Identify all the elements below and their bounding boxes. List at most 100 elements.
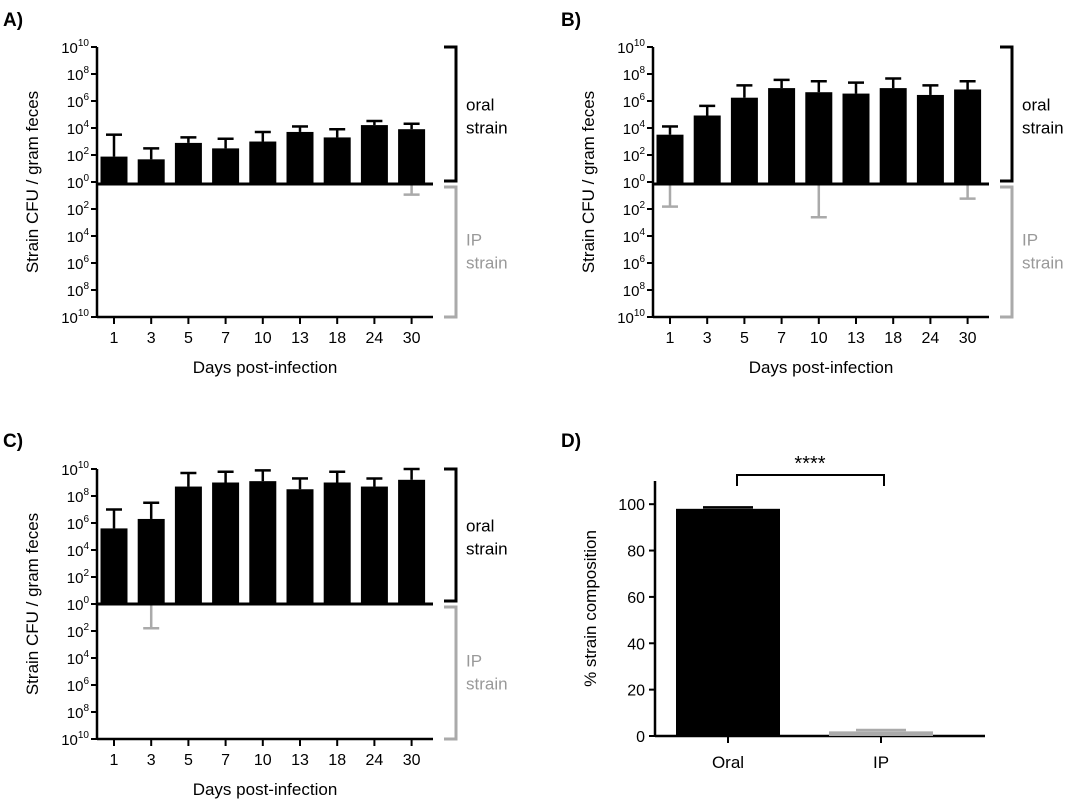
x-tick-label: 1: [110, 752, 119, 769]
bar-oral: [286, 131, 314, 184]
y-tick-label: 20: [627, 683, 645, 700]
y-tick-label: 102: [67, 200, 90, 219]
x-tick-label: 30: [959, 330, 977, 347]
y-tick-label: 104: [623, 227, 646, 246]
x-axis-label: Days post-infection: [193, 358, 338, 377]
x-tick-label: 3: [147, 330, 156, 347]
y-tick-label: 106: [67, 676, 90, 695]
y-tick-label: 102: [623, 146, 646, 165]
oral-bracket: [1000, 45, 1014, 183]
oral-bracket: [444, 467, 458, 603]
y-tick-label: 106: [67, 92, 90, 111]
y-tick-label: 102: [623, 200, 646, 219]
panel-label: B): [561, 10, 581, 31]
x-tick-label: 1: [666, 330, 675, 347]
x-tick-label: 3: [147, 752, 156, 769]
chart-panel-0: A) 1010 108 106 104 102 100 102 104 106 108 1010 Str…: [3, 10, 508, 377]
ip-label: strain: [466, 675, 508, 694]
ip-bracket: [444, 605, 458, 741]
y-tick-label: 80: [627, 544, 645, 561]
bar-oral: [212, 148, 240, 184]
y-tick-label: 1010: [61, 460, 89, 479]
bar-oral: [693, 115, 721, 184]
bar-oral: [174, 486, 202, 604]
bar-oral: [398, 129, 426, 184]
oral-label: strain: [1022, 119, 1064, 138]
bar-oral: [174, 142, 202, 184]
bar-oral: [100, 156, 128, 184]
y-tick-label: 100: [67, 173, 90, 192]
bar-oral: [249, 481, 277, 604]
y-tick-label: 104: [67, 649, 90, 668]
bar-oral: [360, 486, 388, 604]
y-tick-label: 40: [627, 636, 645, 653]
bar-oral: [323, 482, 351, 604]
bar-oral: [100, 528, 128, 604]
y-tick-label: 104: [623, 119, 646, 138]
oral-label: oral: [466, 96, 494, 115]
ip-label: IP: [466, 231, 482, 250]
x-axis-label: Days post-infection: [749, 358, 894, 377]
panel-label: D): [561, 431, 581, 452]
y-tick-label: 1010: [617, 308, 645, 327]
chart-panel-2: C) 1010 108 106 104 102 100 102 104 106 108 1010 Str…: [3, 431, 508, 799]
y-tick-label: 104: [67, 227, 90, 246]
x-tick-label: 7: [777, 330, 786, 347]
x-tick-label: 7: [221, 752, 230, 769]
y-tick-label: 0: [636, 729, 645, 746]
x-tick-label: Oral: [712, 753, 744, 772]
y-axis-label: % strain composition: [581, 530, 600, 687]
x-tick-label: 13: [291, 330, 309, 347]
y-tick-label: 108: [623, 65, 646, 84]
ip-bracket: [1000, 185, 1014, 319]
x-tick-label: 5: [184, 752, 193, 769]
y-tick-label: 106: [623, 254, 646, 273]
y-tick-label: 100: [623, 173, 646, 192]
panel-label: C): [3, 431, 23, 452]
significance-label: ****: [794, 453, 825, 475]
bar-oral: [916, 94, 944, 184]
x-tick-label: 13: [847, 330, 865, 347]
y-tick-label: 1010: [61, 730, 89, 749]
y-tick-label: 102: [67, 146, 90, 165]
x-tick-label: 24: [922, 330, 940, 347]
bar-oral: [676, 508, 780, 736]
y-tick-label: 100: [618, 497, 645, 514]
y-axis-label: Strain CFU / gram feces: [579, 91, 598, 273]
x-tick-label: 18: [884, 330, 902, 347]
oral-label: oral: [1022, 96, 1050, 115]
bar-oral: [212, 482, 240, 604]
x-tick-label: 7: [221, 330, 230, 347]
oral-bracket: [444, 45, 458, 183]
bar-oral: [360, 125, 388, 184]
y-tick-label: 108: [67, 65, 90, 84]
y-tick-label: 108: [67, 703, 90, 722]
oral-label: strain: [466, 540, 508, 559]
x-tick-label: 10: [254, 752, 272, 769]
y-axis-label: Strain CFU / gram feces: [23, 91, 42, 273]
bar-oral: [842, 93, 870, 184]
ip-label: IP: [466, 652, 482, 671]
x-tick-label: 3: [703, 330, 712, 347]
bar-oral: [249, 141, 277, 184]
significance-bracket: [736, 474, 885, 486]
bar-oral: [768, 88, 796, 184]
x-axis-label: Days post-infection: [193, 780, 338, 799]
x-tick-label: 30: [403, 752, 421, 769]
ip-bracket: [444, 185, 458, 319]
x-tick-label: 24: [366, 752, 384, 769]
chart-panel-1: B) 1010 108 106 104 102 100 102 104 106 108 1010 Str…: [561, 10, 1064, 377]
ip-label: strain: [466, 254, 508, 273]
y-tick-label: 102: [67, 622, 90, 641]
y-tick-label: 108: [623, 281, 646, 300]
bar-oral: [730, 97, 758, 184]
bar-ip: [829, 731, 933, 736]
bar-oral: [286, 489, 314, 604]
oral-label: strain: [466, 119, 508, 138]
y-tick-label: 108: [67, 281, 90, 300]
y-tick-label: 108: [67, 487, 90, 506]
x-tick-label: 30: [403, 330, 421, 347]
y-tick-label: 1010: [61, 38, 89, 57]
x-tick-label: 5: [740, 330, 749, 347]
